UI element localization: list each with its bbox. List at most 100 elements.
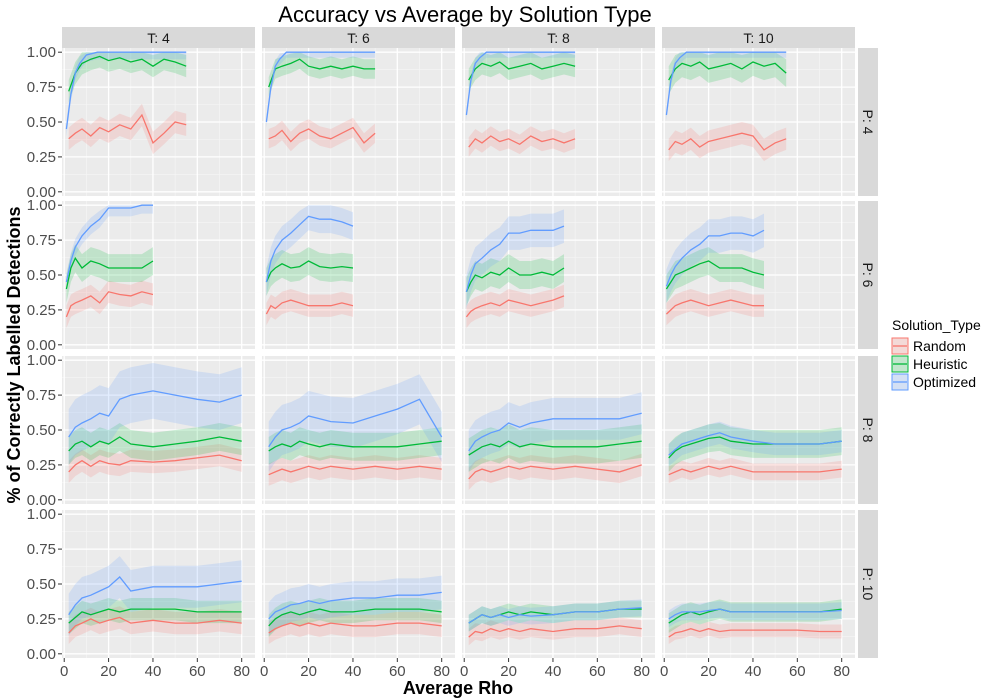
panel-p-4-t-6 [262, 48, 455, 196]
y-tick-label: 1.00 [27, 197, 56, 214]
series-line-optimized [668, 432, 842, 456]
band-optimized [466, 52, 576, 121]
panel-p-10-t-6: 0 20 40 60 80 [260, 510, 455, 680]
panel-p-8-t-6 [262, 356, 455, 504]
band-heuristic [268, 52, 376, 97]
panel-p-10-t-8: 0 20 40 60 80 [460, 510, 655, 680]
series-line-optimized [665, 51, 787, 116]
chart-title: Accuracy vs Average by Solution Type [278, 2, 651, 27]
band-random [668, 621, 842, 644]
series-line-random [668, 628, 842, 638]
band-random [66, 280, 153, 329]
band-random [466, 284, 564, 329]
x-tick-label: 20 [100, 663, 117, 680]
x-tick-label: 0 [460, 663, 468, 680]
panel-p-4-t-4: 0.00 0.25 0.50 0.75 1.00 [27, 44, 255, 201]
series-line-optimized [268, 591, 442, 620]
y-tick-label: 0.25 [27, 149, 56, 166]
y-tick-label: 0.25 [27, 457, 56, 474]
panel-p-8-t-10 [662, 356, 855, 504]
strip-label-p-4: P: 4 [860, 110, 876, 135]
strip-t-8: T: 8 [462, 27, 655, 48]
band-heuristic [468, 424, 642, 472]
y-tick-label: 0.00 [27, 646, 56, 663]
band-heuristic [468, 52, 576, 92]
band-heuristic [68, 52, 187, 103]
legend-title: Solution_Type [892, 317, 981, 333]
x-tick-label: 60 [789, 663, 806, 680]
band-random [668, 457, 842, 484]
strip-label-p-10: P: 10 [860, 568, 876, 601]
series-line-optimized [465, 51, 576, 116]
series-line-random [265, 299, 354, 315]
series-line-random [468, 625, 642, 638]
series-line-heuristic [268, 608, 442, 627]
x-tick-label: 80 [833, 663, 850, 680]
series-line-heuristic [668, 61, 787, 81]
strip-t-10: T: 10 [662, 27, 855, 48]
legend-item-heuristic: Heuristic [891, 355, 967, 373]
panel-p-4-t-8 [462, 48, 655, 196]
band-random [68, 103, 187, 155]
series-line-random [268, 622, 442, 634]
strip-t-6: T: 6 [262, 27, 455, 48]
band-optimized [666, 213, 764, 303]
x-axis-title: Average Rho [403, 678, 513, 698]
series-line-random [268, 126, 376, 144]
series-line-random [668, 132, 787, 151]
series-line-heuristic [468, 61, 576, 81]
x-tick-label: 40 [545, 663, 562, 680]
band-random [668, 122, 787, 162]
x-tick-label: 20 [700, 663, 717, 680]
band-optimized [268, 575, 442, 636]
panel-p-6-t-6 [262, 201, 455, 349]
series-line-optimized [265, 215, 354, 283]
x-tick-label: 20 [500, 663, 517, 680]
strip-p-10: P: 10 [858, 510, 878, 658]
legend: Solution_Type Random Heuristic Optimized [891, 317, 981, 391]
y-tick-label: 0.75 [27, 79, 56, 96]
band-heuristic [268, 598, 442, 638]
panel-p-10-t-4: 0.00 0.25 0.50 0.75 1.00 0 20 40 60 80 [27, 506, 255, 680]
x-tick-label: 40 [745, 663, 762, 680]
series-line-optimized [465, 225, 565, 292]
series-line-optimized [68, 576, 242, 616]
panel-p-8-t-4: 0.00 0.25 0.50 0.75 1.00 [27, 352, 255, 509]
strip-p-8: P: 8 [858, 356, 878, 504]
panel-p-6-t-10 [662, 201, 855, 349]
series-line-heuristic [65, 256, 154, 290]
series-line-random [65, 291, 154, 318]
y-tick-label: 0.75 [27, 387, 56, 404]
panel-p-4-t-10 [662, 48, 855, 196]
x-tick-label: 20 [300, 663, 317, 680]
strip-label-t-6: T: 6 [347, 30, 370, 46]
band-random [666, 289, 764, 326]
series-line-heuristic [265, 260, 354, 283]
band-optimized [66, 205, 153, 291]
x-tick-label: 80 [633, 663, 650, 680]
series-line-random [465, 295, 565, 318]
series-line-heuristic [268, 58, 376, 88]
band-optimized [68, 556, 242, 636]
legend-item-random: Random [891, 337, 966, 355]
y-tick-label: 1.00 [27, 44, 56, 61]
y-tick-label: 0.50 [27, 114, 56, 131]
series-line-optimized [468, 412, 642, 452]
y-tick-label: 1.00 [27, 506, 56, 523]
band-random [268, 611, 442, 644]
x-tick-label: 0 [260, 663, 268, 680]
y-tick-label: 0.25 [27, 302, 56, 319]
band-random [266, 289, 353, 326]
series-line-random [68, 616, 242, 634]
strip-label-p-6: P: 6 [860, 263, 876, 288]
band-heuristic [468, 600, 642, 632]
band-heuristic [666, 247, 764, 303]
series-line-random [268, 465, 442, 476]
x-tick-label: 40 [145, 663, 162, 680]
legend-label-heuristic: Heuristic [913, 356, 967, 372]
y-tick-label: 0.75 [27, 541, 56, 558]
series-line-heuristic [68, 608, 242, 624]
x-tick-label: 60 [389, 663, 406, 680]
series-line-heuristic [268, 440, 442, 452]
